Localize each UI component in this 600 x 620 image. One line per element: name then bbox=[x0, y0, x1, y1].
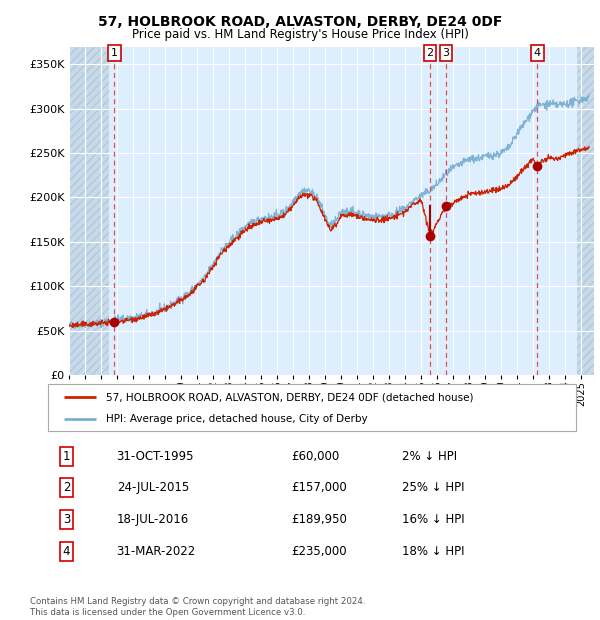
Text: HPI: Average price, detached house, City of Derby: HPI: Average price, detached house, City… bbox=[106, 414, 368, 424]
Text: 57, HOLBROOK ROAD, ALVASTON, DERBY, DE24 0DF: 57, HOLBROOK ROAD, ALVASTON, DERBY, DE24… bbox=[98, 16, 502, 30]
Text: 2: 2 bbox=[63, 481, 70, 494]
Text: £189,950: £189,950 bbox=[291, 513, 347, 526]
Text: Contains HM Land Registry data © Crown copyright and database right 2024.
This d: Contains HM Land Registry data © Crown c… bbox=[30, 598, 365, 617]
Text: 16% ↓ HPI: 16% ↓ HPI bbox=[402, 513, 464, 526]
Bar bbox=[577, 46, 594, 375]
Text: £60,000: £60,000 bbox=[291, 450, 339, 463]
Text: 31-OCT-1995: 31-OCT-1995 bbox=[116, 450, 194, 463]
Text: 1: 1 bbox=[111, 48, 118, 58]
FancyBboxPatch shape bbox=[48, 384, 576, 431]
Text: Price paid vs. HM Land Registry's House Price Index (HPI): Price paid vs. HM Land Registry's House … bbox=[131, 28, 469, 41]
Text: 2: 2 bbox=[427, 48, 434, 58]
Text: 31-MAR-2022: 31-MAR-2022 bbox=[116, 545, 196, 558]
Text: 4: 4 bbox=[533, 48, 541, 58]
Text: 4: 4 bbox=[63, 545, 70, 558]
Text: 2% ↓ HPI: 2% ↓ HPI bbox=[402, 450, 457, 463]
Text: 24-JUL-2015: 24-JUL-2015 bbox=[116, 481, 189, 494]
Bar bbox=[69, 46, 109, 375]
Text: 25% ↓ HPI: 25% ↓ HPI bbox=[402, 481, 464, 494]
Text: 18-JUL-2016: 18-JUL-2016 bbox=[116, 513, 189, 526]
Text: 18% ↓ HPI: 18% ↓ HPI bbox=[402, 545, 464, 558]
Text: 3: 3 bbox=[442, 48, 449, 58]
Text: 3: 3 bbox=[63, 513, 70, 526]
Text: £235,000: £235,000 bbox=[291, 545, 347, 558]
Text: 1: 1 bbox=[63, 450, 70, 463]
Text: £157,000: £157,000 bbox=[291, 481, 347, 494]
Text: 57, HOLBROOK ROAD, ALVASTON, DERBY, DE24 0DF (detached house): 57, HOLBROOK ROAD, ALVASTON, DERBY, DE24… bbox=[106, 392, 473, 402]
